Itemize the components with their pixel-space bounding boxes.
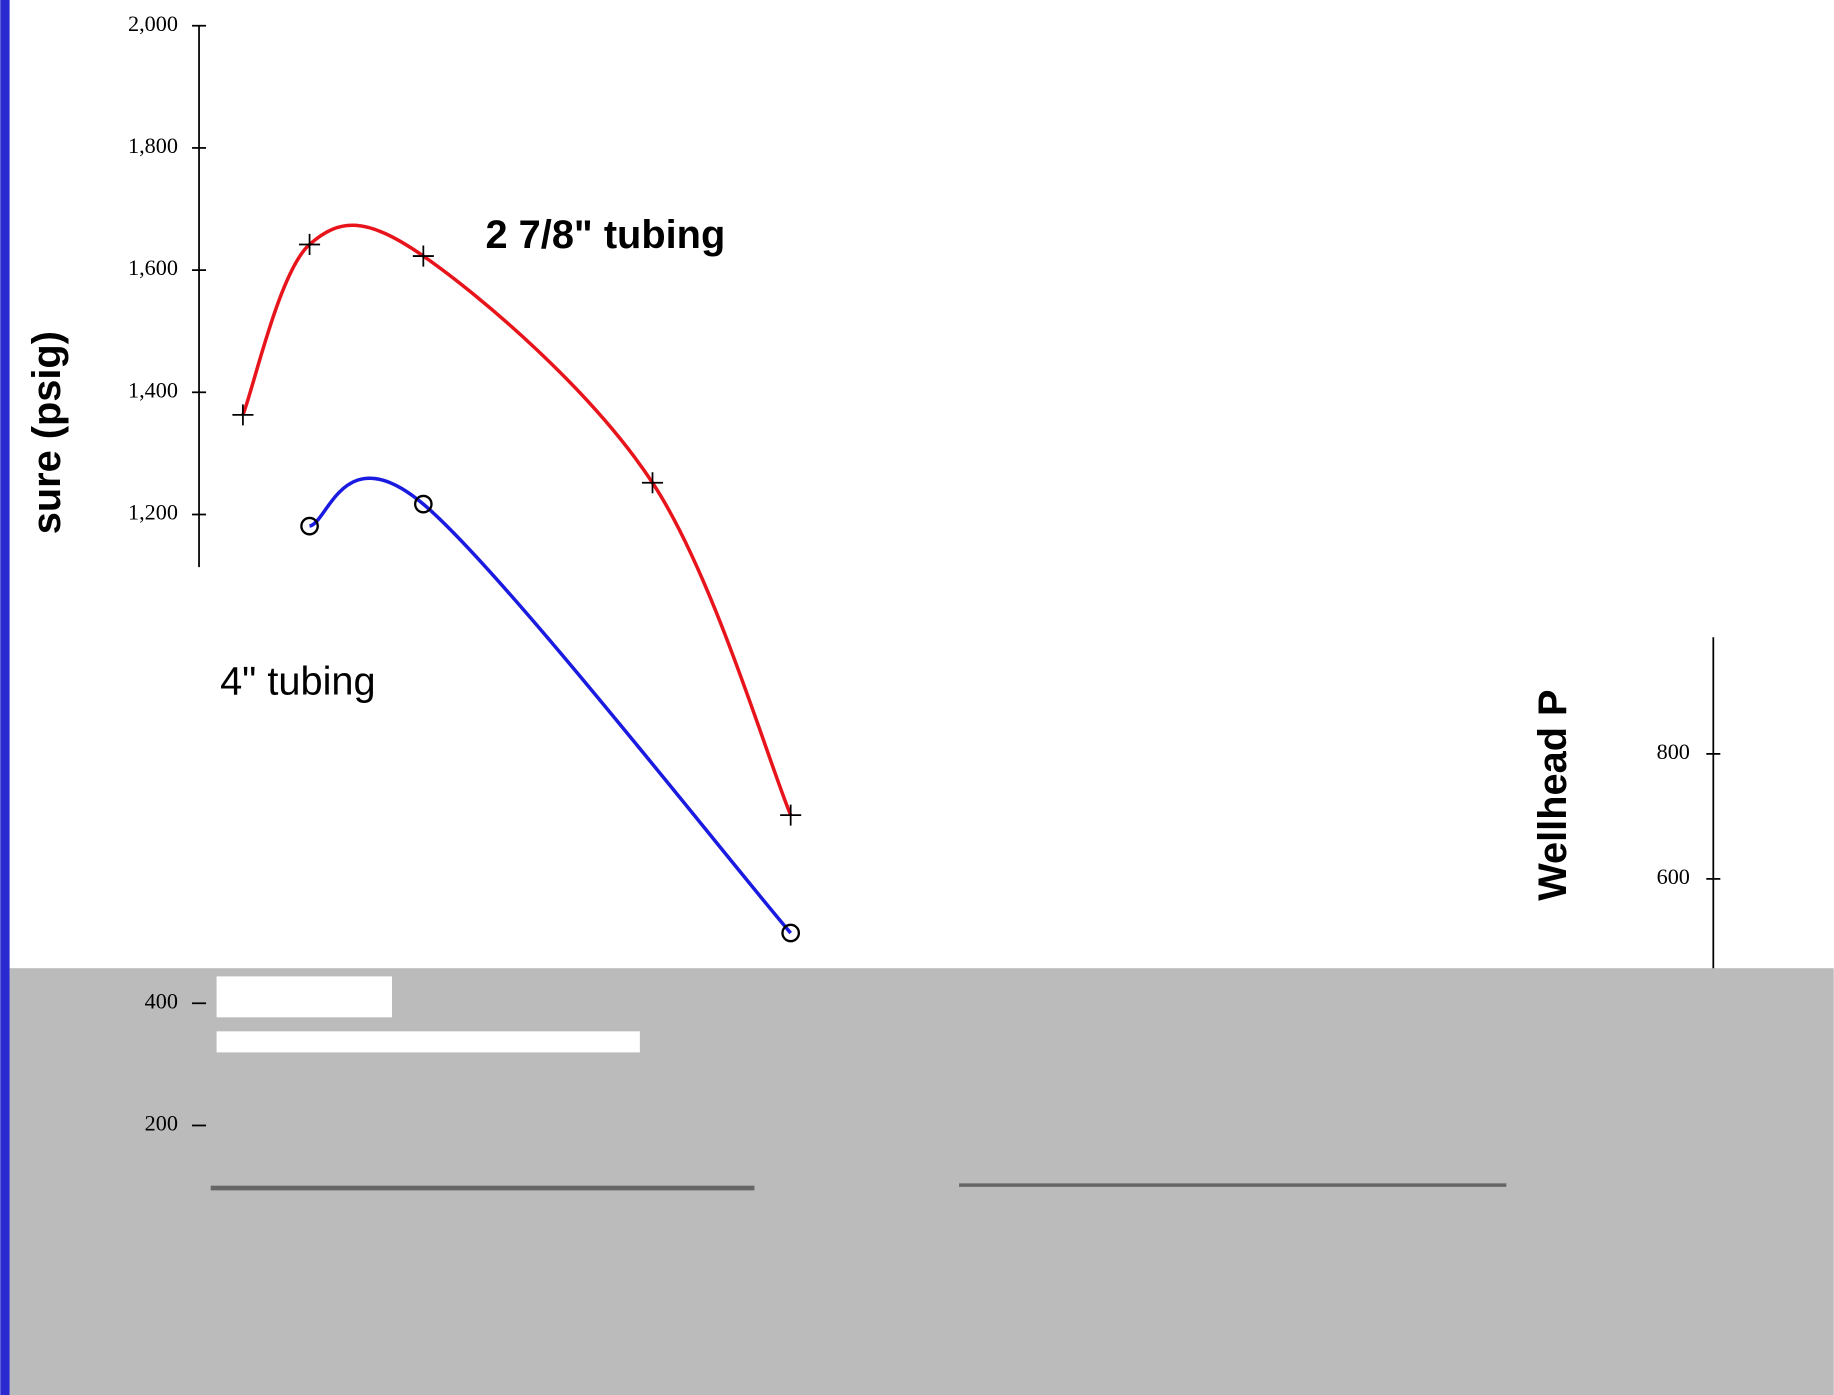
y2-tick-label: 800	[1657, 739, 1690, 764]
series-line	[241, 223, 793, 816]
point-marker	[641, 472, 664, 494]
point-marker	[413, 494, 433, 514]
y-tick-label: 400	[145, 988, 178, 1013]
y-tick-label: 1,800	[128, 133, 178, 158]
y-tick-label: 200	[145, 1111, 178, 1136]
glitch-patch	[216, 1031, 640, 1053]
glitch-patch	[216, 976, 392, 1018]
glitch-line	[210, 1185, 755, 1191]
point-marker	[300, 516, 319, 536]
y-tick-label: 1,600	[128, 255, 178, 280]
annotation: 2 7/8" tubing	[486, 213, 726, 257]
y2-tick-label: 600	[1657, 864, 1690, 889]
series-line	[308, 476, 792, 935]
y2-axis-label: Wellhead P	[1531, 689, 1575, 900]
left-strip	[0, 0, 10, 1395]
point-marker	[781, 923, 801, 943]
y-tick-label: 1,200	[128, 500, 178, 525]
glitch-line	[959, 1183, 1507, 1187]
point-marker	[780, 804, 802, 826]
point-marker	[232, 404, 254, 426]
y-axis-label: sure (psig)	[25, 331, 69, 534]
y-tick-label: 1,400	[128, 377, 178, 402]
point-marker	[412, 245, 434, 267]
y-tick-label: 2,000	[128, 11, 178, 36]
annotation: 4" tubing	[220, 660, 376, 704]
point-marker	[299, 233, 321, 255]
